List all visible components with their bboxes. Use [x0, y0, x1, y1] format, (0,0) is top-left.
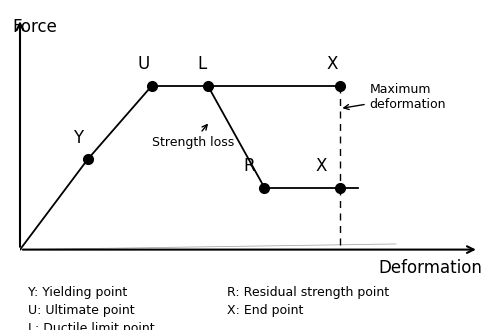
Text: Strength loss: Strength loss [152, 125, 234, 149]
Text: R: Residual strength point
X: End point: R: Residual strength point X: End point [227, 286, 389, 317]
Text: X: X [315, 157, 326, 175]
Text: Force: Force [12, 18, 58, 36]
Text: L: L [198, 55, 207, 73]
Text: Y: Yielding point
U: Ultimate point
L: Ductile limit point: Y: Yielding point U: Ultimate point L: D… [28, 286, 154, 330]
Text: U: U [138, 55, 150, 73]
Text: Maximum
deformation: Maximum deformation [344, 83, 446, 111]
Text: R: R [244, 157, 255, 175]
Text: X: X [326, 55, 338, 73]
Text: Deformation: Deformation [378, 259, 482, 278]
Text: Y: Y [73, 129, 84, 147]
